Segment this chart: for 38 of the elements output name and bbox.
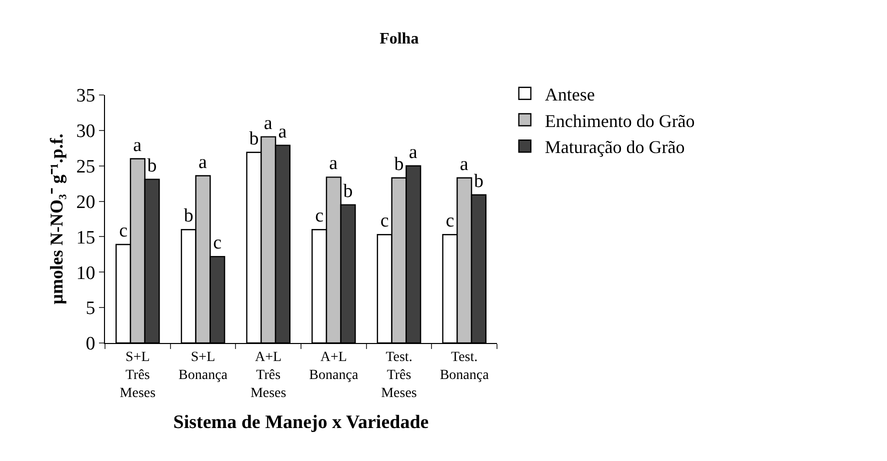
y-tick-label: 0: [86, 334, 96, 355]
data-label: c: [446, 210, 454, 232]
data-label: b: [343, 180, 353, 202]
x-tick-label: Test. Três Meses: [381, 350, 417, 402]
data-label: c: [315, 206, 324, 227]
x-axis-title: Sistema de Manejo x Variedade: [173, 412, 429, 433]
y-tick-label: 10: [76, 262, 96, 284]
x-tick-label: S+L Bonança: [178, 350, 228, 383]
legend-label: Maturação do Grão: [544, 137, 685, 158]
data-label: c: [119, 220, 128, 242]
data-label: a: [133, 134, 142, 156]
data-label: c: [213, 232, 222, 254]
y-tick-label: 30: [76, 121, 96, 142]
x-tick-label: A+L Três Meses: [250, 350, 286, 402]
y-tick-label: 5: [86, 298, 96, 320]
x-tick-label: Test. Bonança: [440, 350, 490, 383]
y-axis-title: µmoles N-NO₃⁻ g⁻¹.p.f.: [46, 134, 66, 304]
data-label: a: [408, 142, 418, 163]
y-tick-label: 15: [76, 227, 96, 248]
data-label: b: [394, 154, 404, 175]
legend-label: Antese: [544, 84, 595, 104]
data-label: b: [249, 128, 259, 150]
y-tick-label: 25: [76, 156, 96, 178]
legend-label: Enchimento do Grão: [544, 110, 695, 131]
data-label: a: [264, 112, 273, 134]
y-tick-label: 20: [76, 192, 96, 213]
data-label: b: [147, 155, 157, 176]
x-tick-label: A+L Bonança: [309, 350, 359, 383]
data-label: a: [198, 152, 208, 173]
y-tick-label: 35: [76, 86, 96, 107]
data-label: a: [329, 153, 338, 174]
chart-title: Folha: [380, 30, 419, 48]
data-label: b: [474, 170, 484, 192]
data-label: c: [380, 210, 389, 232]
data-label: a: [278, 121, 288, 142]
x-tick-label: S+L Três Meses: [120, 350, 156, 402]
data-label: a: [460, 154, 469, 175]
data-label: b: [184, 206, 194, 227]
